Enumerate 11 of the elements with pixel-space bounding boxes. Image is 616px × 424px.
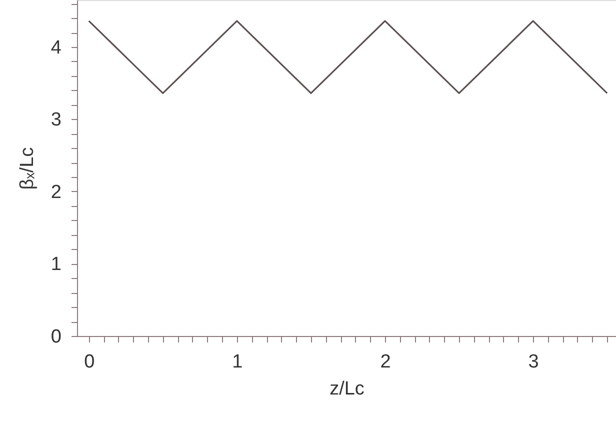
y-axis-title: βₓ/Lc [16, 147, 38, 190]
x-tick-label: 3 [528, 352, 539, 372]
x-tick-label: 0 [84, 352, 95, 372]
y-tick-label: 1 [50, 254, 62, 276]
y-tick-label: 2 [50, 182, 62, 203]
x-tick-label: 2 [380, 352, 391, 372]
y-tick-label: 4 [50, 37, 62, 58]
x-axis-title: z/Lc [330, 378, 364, 400]
x-tick-label: 1 [232, 352, 243, 372]
y-tick-label: 0 [50, 326, 62, 348]
y-tick-label: 3 [50, 110, 62, 131]
